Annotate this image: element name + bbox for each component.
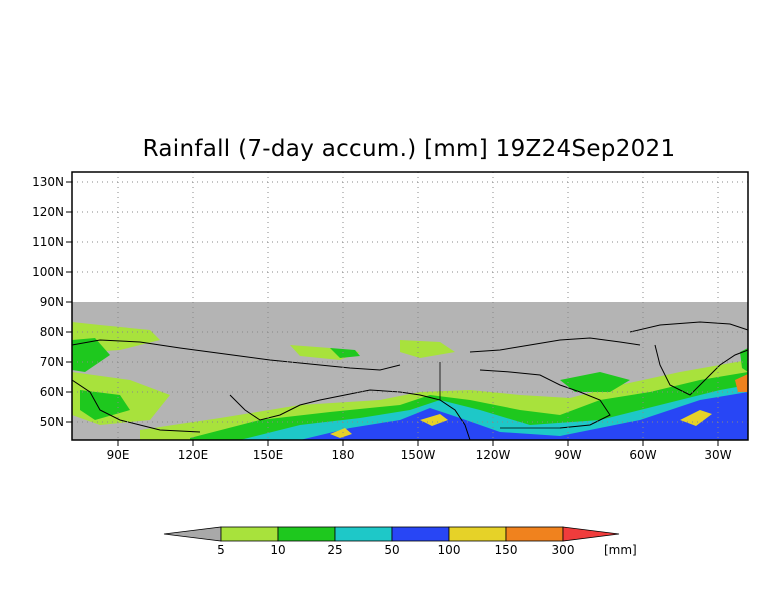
lon-label: 150W (400, 448, 436, 462)
colorbar-label: 100 (437, 543, 461, 557)
colorbar-swatch (391, 526, 450, 542)
lat-label: 90N (39, 295, 64, 309)
colorbar-underflow (163, 526, 222, 542)
lon-label: 120W (475, 448, 511, 462)
colorbar-label: 50 (384, 543, 400, 557)
lat-label: 110N (32, 235, 64, 249)
colorbar-label: 5 (217, 543, 225, 557)
lon-label: 90W (554, 448, 582, 462)
colorbar-label: 10 (270, 543, 286, 557)
colorbar-swatch (448, 526, 507, 542)
lon-label: 120E (177, 448, 209, 462)
lat-label: 130N (32, 175, 64, 189)
lat-label: 120N (32, 205, 64, 219)
colorbar-label: 25 (327, 543, 343, 557)
lon-label: 90E (106, 448, 130, 462)
lat-label: 50N (39, 415, 64, 429)
axis-ticks (66, 181, 719, 446)
lon-label: 150E (252, 448, 284, 462)
colorbar-overflow (562, 526, 620, 542)
lat-label: 70N (39, 355, 64, 369)
lon-label: 30W (704, 448, 732, 462)
lat-label: 60N (39, 385, 64, 399)
colorbar-swatch (220, 526, 279, 542)
colorbar-swatch (277, 526, 336, 542)
lon-label: 180 (331, 448, 355, 462)
colorbar-label: 300 (551, 543, 575, 557)
lat-label: 80N (39, 325, 64, 339)
map-title: Rainfall (7-day accum.) [mm] 19Z24Sep202… (142, 136, 676, 162)
lat-label: 100N (32, 265, 64, 279)
lon-label: 60W (629, 448, 657, 462)
colorbar-swatch (505, 526, 564, 542)
colorbar-swatch (334, 526, 393, 542)
colorbar-unit: [mm] (604, 543, 637, 557)
map-frame (71, 171, 749, 441)
colorbar-label: 150 (494, 543, 518, 557)
